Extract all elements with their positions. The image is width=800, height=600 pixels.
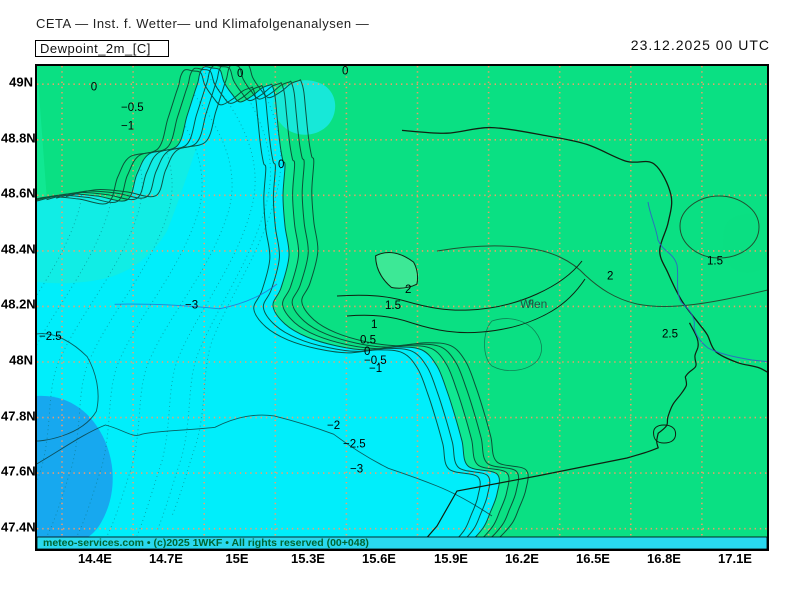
- svg-text:2: 2: [405, 284, 411, 296]
- svg-text:0: 0: [278, 159, 284, 171]
- svg-text:1.5: 1.5: [385, 300, 401, 312]
- svg-text:−0.5: −0.5: [121, 102, 144, 114]
- svg-text:meteo-services.com • (c)2025: meteo-services.com • (c)2025 1WKF • All …: [43, 537, 369, 549]
- svg-text:−3: −3: [185, 299, 198, 311]
- svg-text:−2.5: −2.5: [343, 438, 366, 450]
- svg-text:−2.5: −2.5: [39, 331, 62, 343]
- svg-text:0: 0: [91, 82, 97, 94]
- svg-text:0: 0: [237, 68, 243, 80]
- svg-text:−1: −1: [369, 363, 382, 375]
- svg-text:−1: −1: [121, 120, 134, 132]
- svg-text:0: 0: [342, 66, 348, 78]
- svg-text:−2: −2: [327, 420, 340, 432]
- svg-text:2.5: 2.5: [662, 329, 678, 341]
- svg-text:2: 2: [607, 270, 613, 282]
- svg-text:Wien: Wien: [520, 297, 547, 311]
- svg-text:1.5: 1.5: [707, 255, 723, 267]
- svg-text:−3: −3: [350, 463, 363, 475]
- svg-text:1: 1: [371, 319, 377, 331]
